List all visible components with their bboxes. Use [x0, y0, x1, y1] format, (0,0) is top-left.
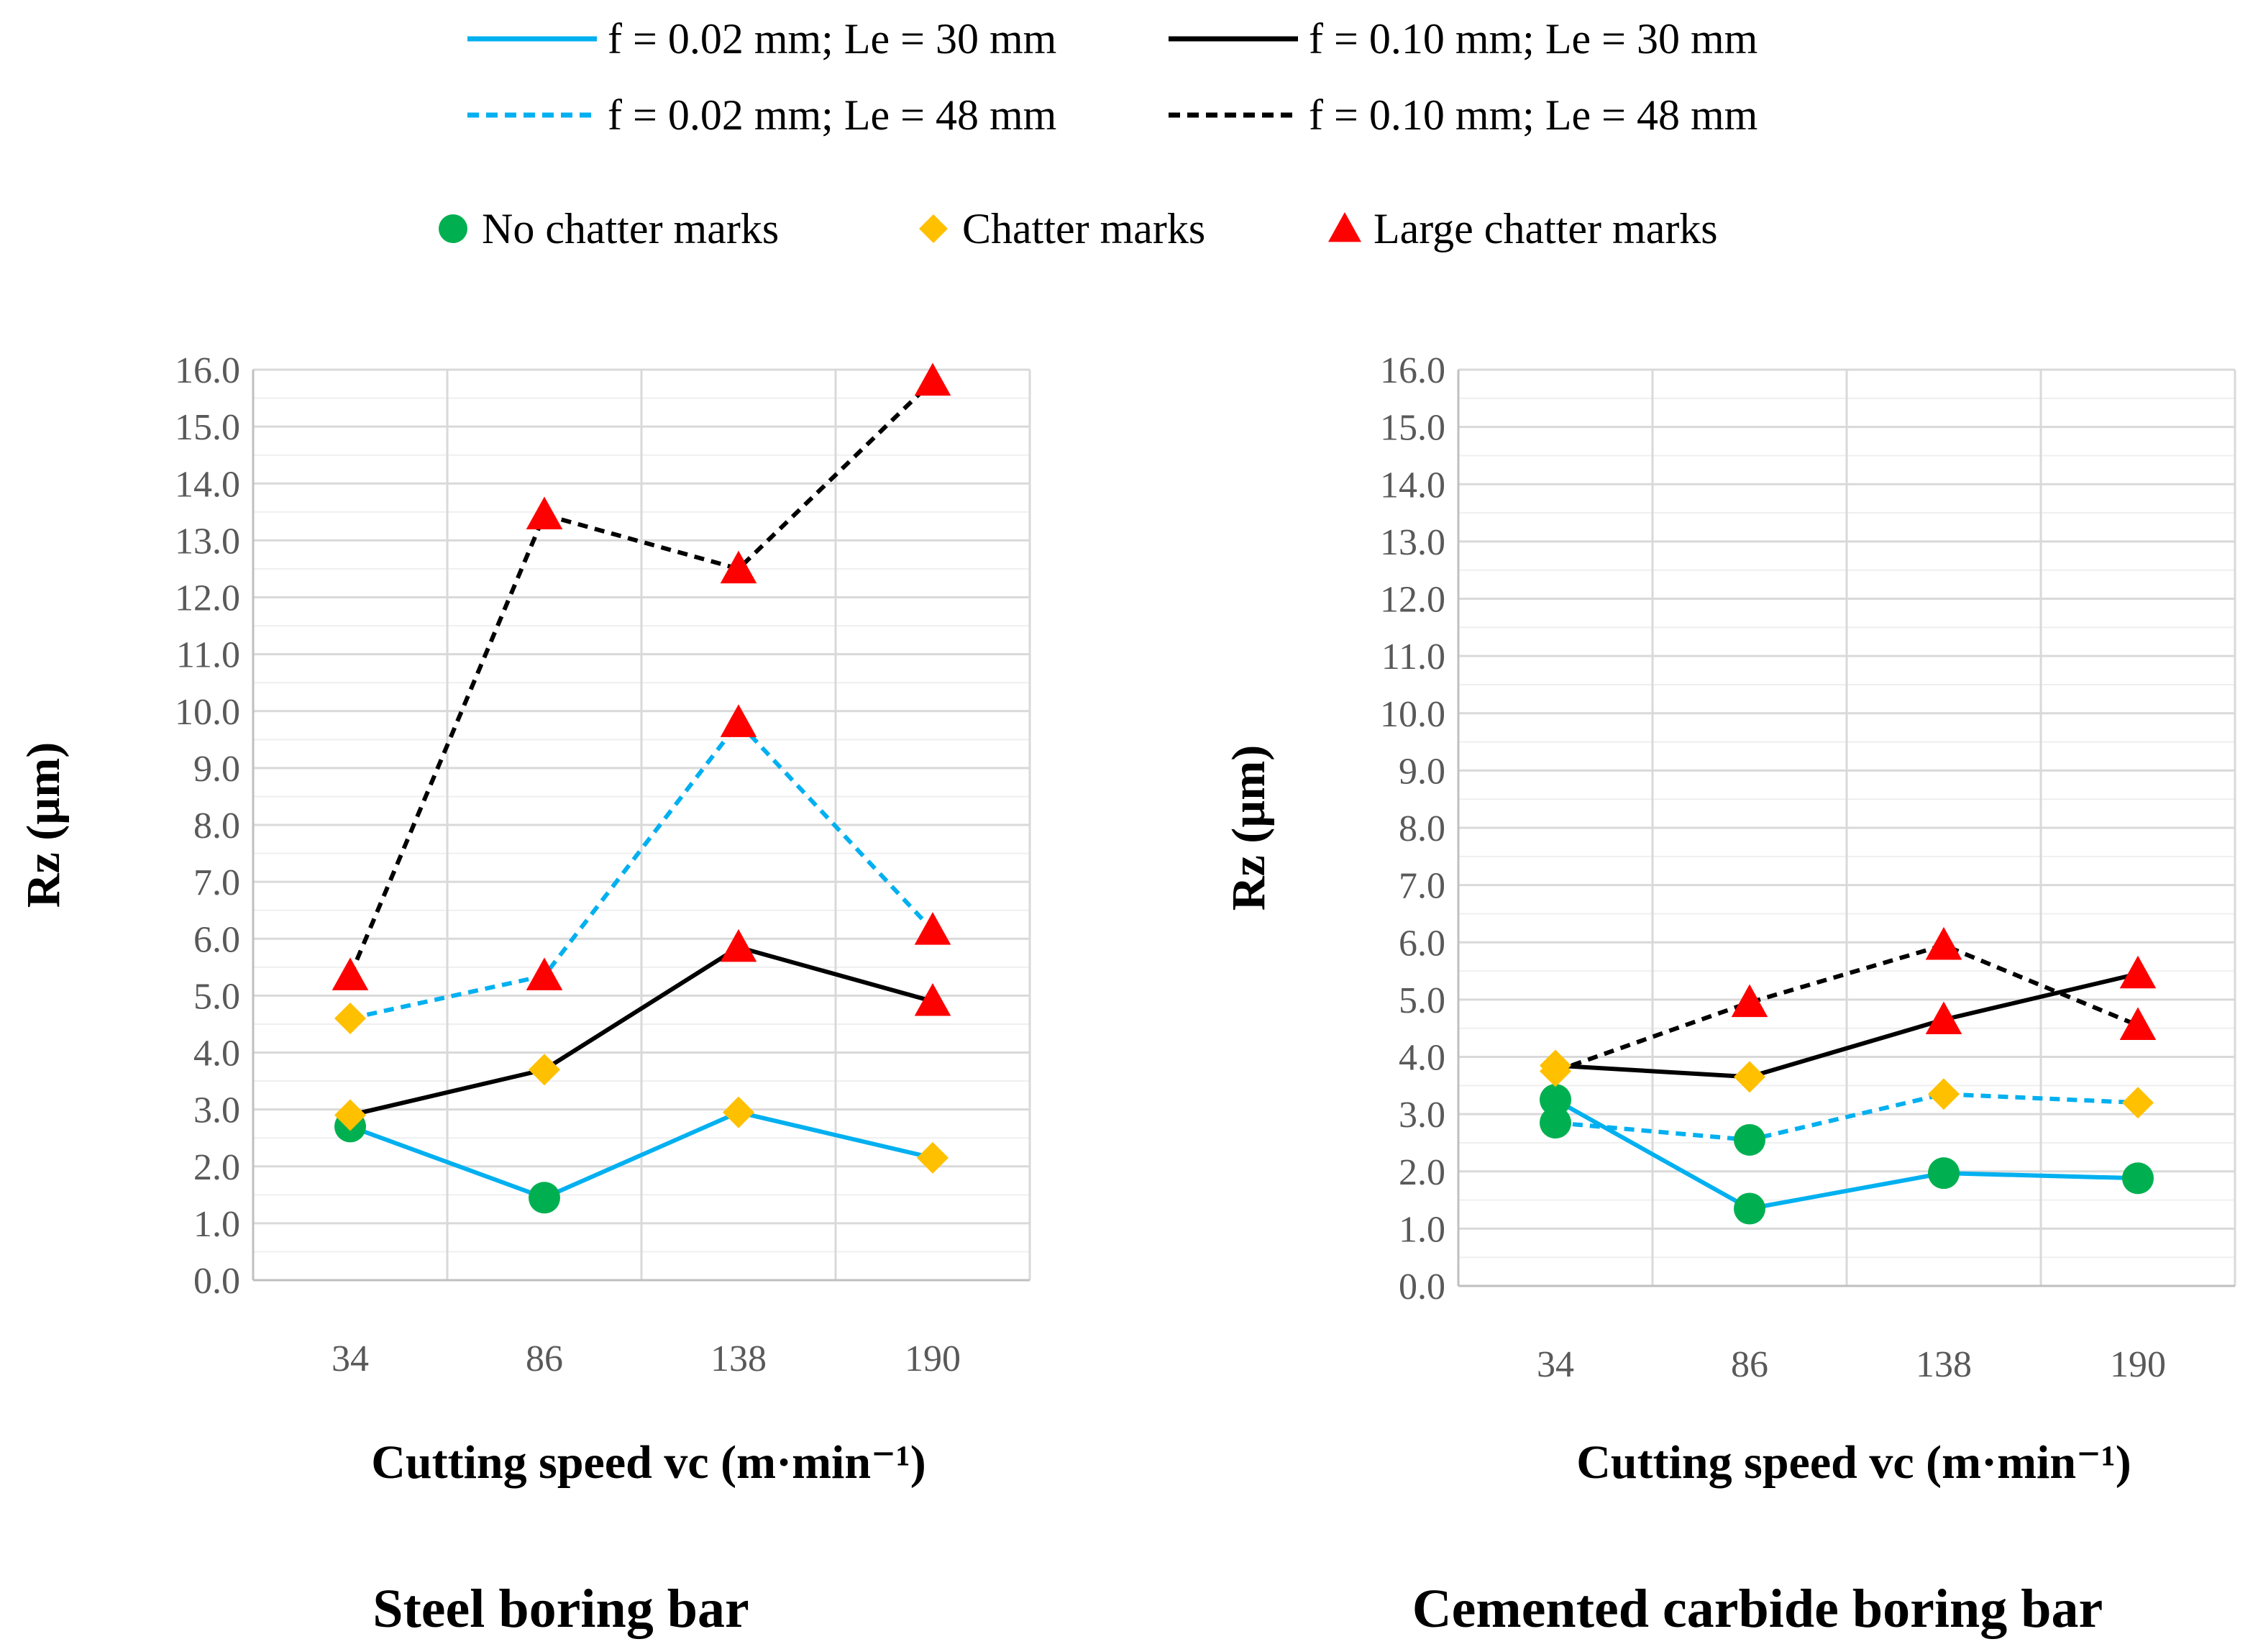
y-tick-label: 2.0	[193, 1147, 240, 1188]
data-point-triangle	[720, 928, 757, 962]
data-point-circle	[529, 1182, 560, 1214]
data-point-circle	[1734, 1192, 1765, 1225]
data-point-circle	[1540, 1084, 1571, 1116]
data-point-diamond	[917, 1141, 949, 1174]
legend-marker-label: Large chatter marks	[1373, 205, 1718, 252]
y-axis-title: Rz (µm)	[1222, 745, 1275, 911]
legend-line-label: f = 0.10 mm; Le = 48 mm	[1309, 91, 1758, 139]
data-point-diamond	[529, 1054, 560, 1086]
data-point-triangle	[2119, 1007, 2157, 1040]
chart-steel-boring-bar: 0.0 1.0 2.0 3.0 4.0 5.0 6.0 7.0 8.0 9.0 10.0 11.0 12…	[17, 350, 1031, 1639]
series-line-f-0-02-mm-le-48-mm	[1555, 1092, 2139, 1142]
y-tick-label: 9.0	[193, 749, 240, 790]
y-tick-label: 4.0	[193, 1033, 240, 1074]
legend-line-label: f = 0.02 mm; Le = 30 mm	[608, 15, 1056, 63]
legend: f = 0.02 mm; Le = 30 mm f = 0.10 mm; Le =…	[439, 15, 1758, 252]
data-point-circle	[1734, 1123, 1765, 1156]
chart-title: Cemented carbide boring bar	[1412, 1579, 2103, 1639]
data-point-triangle	[1925, 1001, 1962, 1034]
legend-marker-diamond	[919, 214, 948, 243]
data-point-triangle	[526, 957, 563, 990]
data-point-diamond	[2122, 1087, 2154, 1119]
data-point-triangle	[332, 957, 369, 990]
data-point-triangle	[720, 704, 757, 737]
y-tick-label: 5.0	[193, 976, 240, 1017]
y-tick-label: 15.0	[175, 407, 240, 448]
data-point-diamond	[334, 1003, 366, 1035]
y-tick-label: 6.0	[193, 919, 240, 960]
series-line-f-0-02-mm-le-30-mm	[1554, 1097, 2139, 1211]
legend-marker-label: Chatter marks	[962, 205, 1205, 252]
data-point-triangle	[526, 496, 563, 530]
series-line-f-0-10-mm-le-30-mm	[349, 945, 933, 1118]
series-line-f-0-02-mm-le-30-mm	[349, 1110, 933, 1200]
y-tick-label: 16.0	[1380, 350, 1445, 391]
y-tick-label: 12.0	[175, 578, 240, 619]
data-point-triangle	[914, 362, 951, 396]
data-point-circle	[1928, 1157, 1960, 1190]
series-line-f-0-02-mm-le-48-mm	[349, 720, 935, 1021]
y-tick-label: 14.0	[175, 464, 240, 505]
y-tick-label: 7.0	[193, 862, 240, 903]
legend-marker-triangle	[1328, 212, 1361, 242]
data-point-triangle	[914, 982, 951, 1016]
series-line-f-0-10-mm-le-48-mm	[348, 379, 935, 977]
data-point-diamond	[1928, 1078, 1960, 1110]
x-tick-label: 86	[1731, 1344, 1768, 1385]
y-tick-label: 1.0	[1399, 1209, 1445, 1250]
y-tick-label: 8.0	[193, 806, 240, 846]
y-tick-label: 2.0	[1399, 1152, 1445, 1193]
x-tick-label: 138	[1916, 1344, 1972, 1385]
y-tick-label: 8.0	[1399, 808, 1445, 849]
data-point-diamond	[1540, 1055, 1571, 1087]
y-tick-label: 6.0	[1399, 923, 1445, 964]
data-point-circle	[2122, 1162, 2154, 1195]
data-point-triangle	[720, 550, 757, 584]
x-tick-label: 86	[526, 1338, 563, 1379]
x-axis-title: Cutting speed vc (m·min⁻¹)	[371, 1436, 925, 1489]
series-line-f-0-10-mm-le-30-mm	[1555, 972, 2139, 1080]
legend-line-label: f = 0.10 mm; Le = 30 mm	[1309, 15, 1758, 63]
y-tick-label: 4.0	[1399, 1038, 1445, 1079]
data-point-diamond	[334, 1099, 366, 1131]
y-tick-label: 3.0	[193, 1090, 240, 1131]
y-tick-label: 0.0	[1399, 1267, 1445, 1308]
y-axis-title: Rz (µm)	[17, 742, 70, 908]
data-point-circle	[1540, 1107, 1571, 1139]
legend-line-label: f = 0.02 mm; Le = 48 mm	[608, 91, 1056, 139]
x-tick-label: 34	[1537, 1344, 1574, 1385]
y-tick-label: 14.0	[1380, 465, 1445, 506]
y-tick-label: 0.0	[193, 1261, 240, 1302]
x-axis-title: Cutting speed vc (m·min⁻¹)	[1576, 1436, 2131, 1489]
data-point-triangle	[914, 912, 951, 945]
y-tick-label: 13.0	[1380, 522, 1445, 563]
y-tick-label: 9.0	[1399, 751, 1445, 792]
x-tick-label: 34	[332, 1338, 369, 1379]
y-tick-label: 11.0	[176, 635, 240, 676]
y-tick-label: 10.0	[175, 692, 240, 733]
data-point-triangle	[1925, 926, 1962, 960]
data-point-diamond	[1734, 1061, 1765, 1093]
legend-marker-label: No chatter marks	[482, 205, 779, 252]
x-tick-label: 190	[2110, 1344, 2166, 1385]
y-tick-label: 11.0	[1381, 636, 1445, 677]
y-tick-label: 16.0	[175, 350, 240, 391]
legend-marker-circle	[439, 214, 467, 243]
data-point-diamond	[723, 1096, 754, 1128]
y-tick-label: 1.0	[193, 1204, 240, 1245]
chart-title: Steel boring bar	[372, 1579, 749, 1639]
y-tick-label: 10.0	[1380, 694, 1445, 735]
y-tick-label: 15.0	[1380, 408, 1445, 449]
y-tick-label: 13.0	[175, 521, 240, 562]
x-tick-label: 190	[905, 1338, 961, 1379]
y-tick-label: 3.0	[1399, 1095, 1445, 1136]
y-tick-label: 7.0	[1399, 866, 1445, 907]
chart-cemented-carbide-boring-bar: 0.0 1.0 2.0 3.0 4.0 5.0 6.0 7.0 8.0 9.0 10.0 11.0 12…	[1222, 350, 2236, 1639]
data-point-triangle	[2119, 955, 2157, 989]
y-tick-label: 12.0	[1380, 580, 1445, 621]
data-point-triangle	[1731, 984, 1768, 1018]
y-tick-label: 5.0	[1399, 980, 1445, 1021]
x-tick-label: 138	[710, 1338, 767, 1379]
